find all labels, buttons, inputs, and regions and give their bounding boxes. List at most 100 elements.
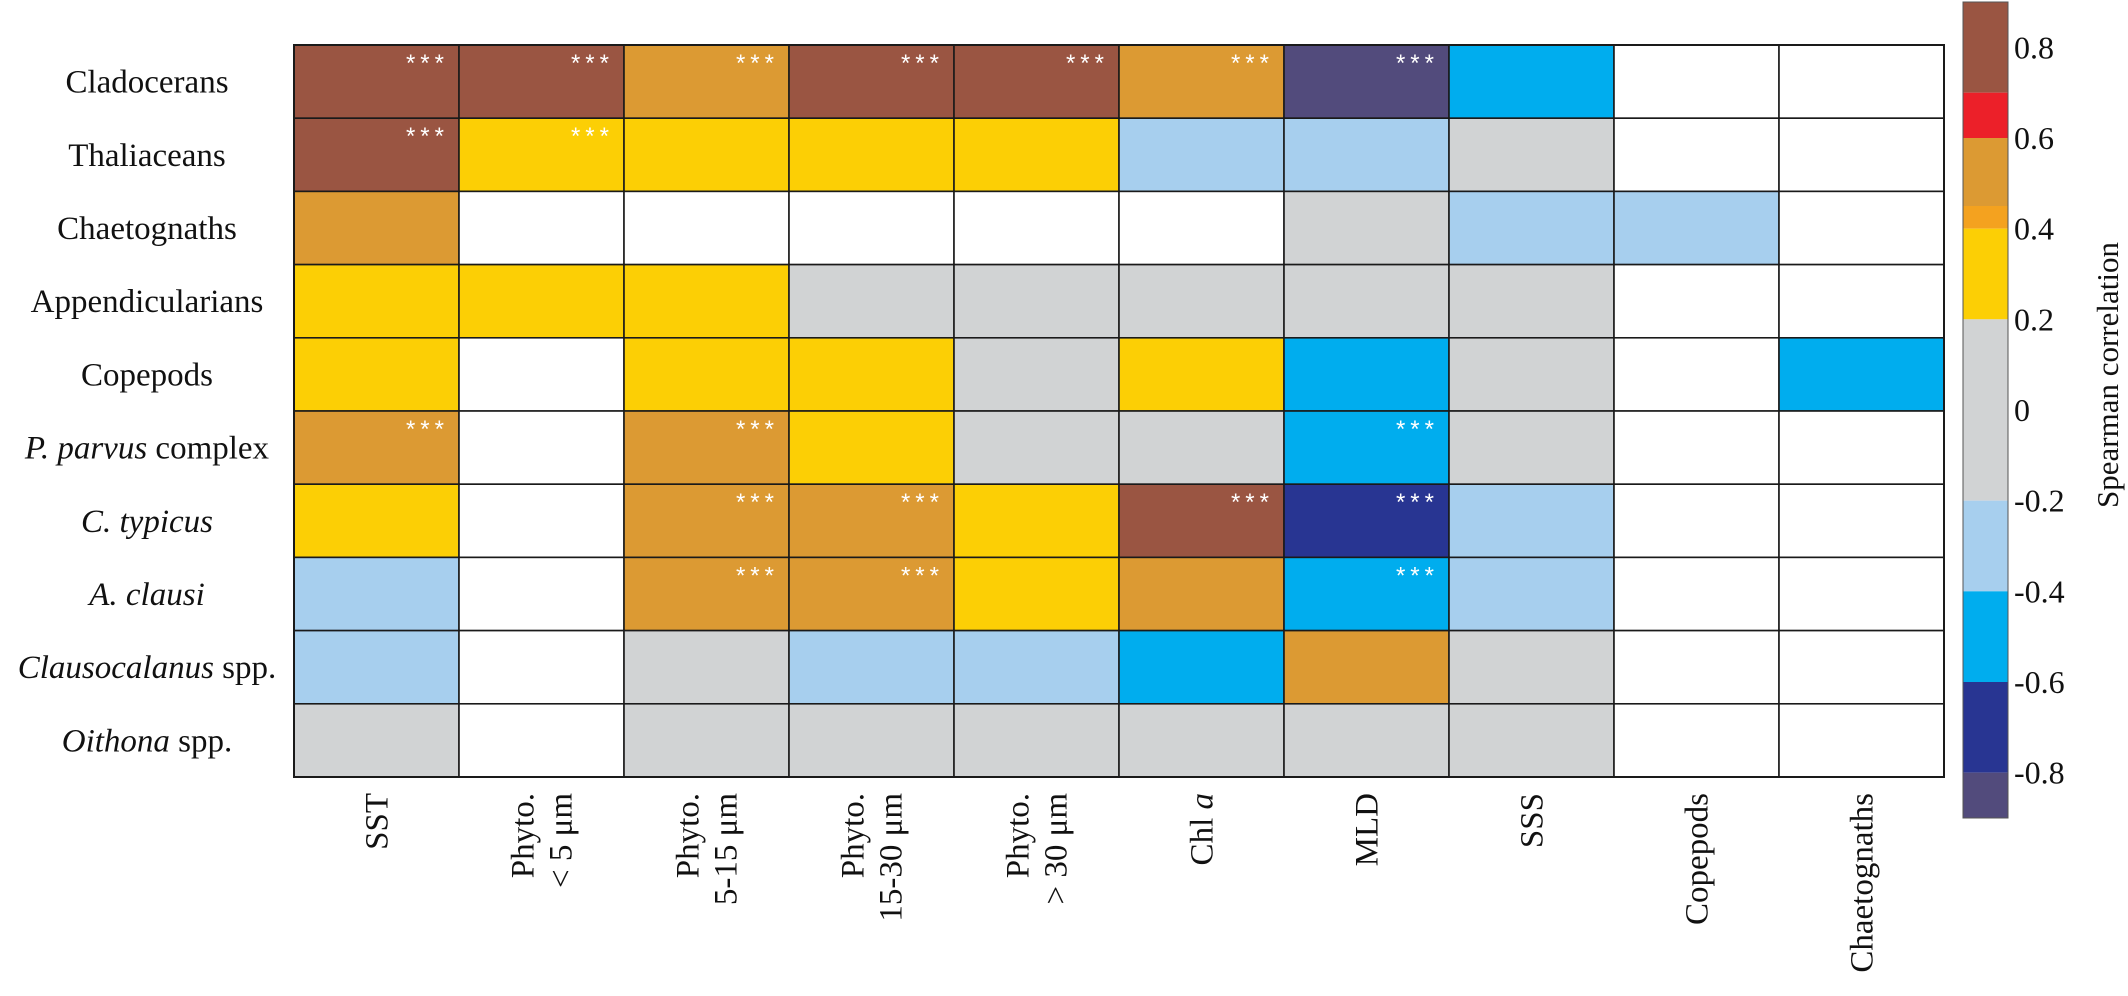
column-label: Chl a [1185, 793, 1221, 865]
row-label: P. parvus complex [24, 431, 270, 467]
colorbar-tick-label: 0.8 [2014, 29, 2054, 65]
heatmap-cell [953, 336, 1120, 412]
colorbar-band [1963, 500, 2008, 592]
heatmap-cell [1118, 263, 1285, 339]
heatmap-cell [788, 44, 955, 119]
heatmap-cell [953, 556, 1120, 632]
heatmap-cell [293, 190, 460, 266]
significance-marker: *** [571, 50, 614, 77]
heatmap-cell [1448, 263, 1615, 339]
heatmap-cell [1613, 117, 1780, 193]
row-label: Clausocalanus spp. [18, 650, 277, 686]
heatmap-cell [458, 336, 625, 412]
column-label: Phyto.15-30 μm [836, 793, 910, 922]
colorbar-tick-label: -0.2 [2014, 483, 2065, 519]
heatmap-cell [458, 263, 625, 339]
significance-marker: *** [736, 50, 779, 77]
significance-marker: *** [1396, 50, 1439, 77]
heatmap-cell [1448, 117, 1615, 193]
colorbar-band [1963, 319, 2008, 501]
heatmap-cell [788, 190, 955, 266]
colorbar-tick-label: 0.4 [2014, 211, 2054, 247]
heatmap-cell [1613, 629, 1780, 705]
colorbar-band [1963, 206, 2008, 229]
heatmap-frame [293, 44, 1945, 778]
column-label: MLD [1350, 793, 1386, 866]
heatmap-cell [953, 410, 1120, 485]
column-label: Phyto.< 5 μm [506, 793, 580, 888]
heatmap-cell [458, 629, 625, 705]
heatmap-cell [1283, 410, 1450, 485]
heatmap-cell [293, 483, 460, 559]
heatmap-cell [1613, 190, 1780, 266]
heatmap-cell [1778, 556, 1945, 632]
significance-marker: *** [1396, 562, 1439, 589]
colorbar-tick-label: -0.4 [2014, 573, 2065, 609]
heatmap-cell [623, 702, 790, 778]
heatmap-cell [458, 190, 625, 266]
heatmap-cell [1283, 556, 1450, 632]
heatmap-cell [1118, 190, 1285, 266]
heatmap-cell [1118, 556, 1285, 632]
heatmap-cell [1448, 190, 1615, 266]
colorbar-band [1963, 682, 2008, 773]
heatmap-cell [1778, 336, 1945, 412]
heatmap-cell [623, 190, 790, 266]
heatmap-cell [1118, 410, 1285, 485]
column-label: Copepods [1680, 793, 1716, 925]
heatmap-cell [293, 44, 460, 119]
significance-markers: *** *** *** *** *** *** *** *** *** *** *** *** *** *… [406, 50, 1439, 589]
heatmap-cell [788, 702, 955, 778]
heatmap-cell [953, 117, 1120, 193]
heatmap-cell [788, 483, 955, 559]
heatmap-cell [1613, 336, 1780, 412]
column-label: Phyto.5-15 μm [671, 793, 745, 905]
colorbar-band [1963, 591, 2008, 682]
heatmap-cell [1778, 117, 1945, 193]
significance-marker: *** [736, 489, 779, 516]
significance-marker: *** [1231, 50, 1274, 77]
colorbar-tick-label: -0.8 [2014, 755, 2065, 791]
significance-marker: *** [406, 123, 449, 150]
significance-marker: *** [736, 562, 779, 589]
heatmap-cell [623, 556, 790, 632]
significance-marker: *** [901, 489, 944, 516]
heatmap-cell [788, 410, 955, 485]
significance-marker: *** [1066, 50, 1109, 77]
heatmap-cell [953, 263, 1120, 339]
row-label: Oithona spp. [62, 723, 233, 759]
colorbar-frame [1962, 1, 2009, 819]
heatmap-cell [293, 702, 460, 778]
significance-marker: *** [736, 416, 779, 443]
heatmap-cell [788, 629, 955, 705]
heatmap-cell [1448, 702, 1615, 778]
row-label: Appendicularians [31, 284, 264, 320]
heatmap-cell [458, 556, 625, 632]
heatmap-cell [293, 556, 460, 632]
row-label: C. typicus [81, 504, 213, 540]
colorbar-tick-label: 0 [2014, 392, 2030, 428]
heatmap-cell [623, 263, 790, 339]
heatmap-cell [1283, 117, 1450, 193]
heatmap-cell [788, 263, 955, 339]
significance-marker: *** [406, 416, 449, 443]
significance-marker: *** [571, 123, 614, 150]
column-label: SST [360, 793, 396, 850]
heatmap-cell [623, 117, 790, 193]
heatmap-cell [458, 483, 625, 559]
heatmap-cell [1778, 410, 1945, 485]
heatmap-cell [953, 190, 1120, 266]
heatmap-cell [1118, 702, 1285, 778]
significance-marker: *** [1396, 489, 1439, 516]
heatmap-cell [1778, 629, 1945, 705]
colorbar-band [1963, 228, 2008, 320]
column-labels: SST Phyto.< 5 μm Phyto.5-15 μm Phyto.15-30 … [360, 793, 1881, 973]
colorbar-tick-label: -0.6 [2014, 664, 2065, 700]
heatmap-cell [953, 629, 1120, 705]
significance-marker: *** [901, 50, 944, 77]
heatmap-cell [293, 629, 460, 705]
row-label: Chaetognaths [57, 211, 237, 247]
significance-marker: *** [901, 562, 944, 589]
heatmap-cell [1448, 336, 1615, 412]
heatmap-cell [788, 556, 955, 632]
